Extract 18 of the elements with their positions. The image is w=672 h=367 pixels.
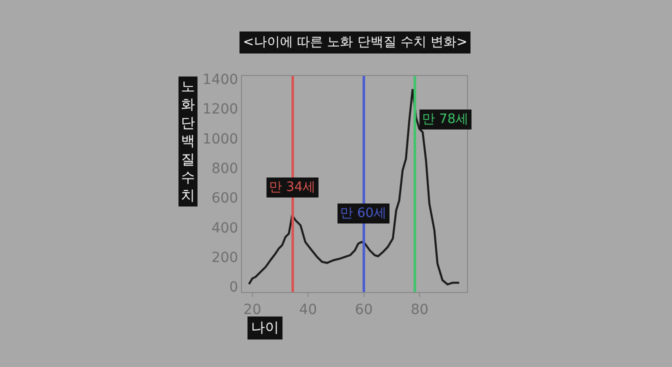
ref-line-label: 만 34세 xyxy=(269,180,316,195)
y-tick-label: 600 xyxy=(211,190,238,207)
y-tick-label: 200 xyxy=(211,250,238,266)
y-tick-label: 400 xyxy=(211,220,238,236)
x-axis-title: 나이 xyxy=(251,320,279,336)
x-tick-label: 80 xyxy=(410,302,429,318)
x-tick-label: 20 xyxy=(243,302,262,318)
y-axis-title: 노화 단백질 수치 xyxy=(181,79,195,204)
y-tick-label: 1400 xyxy=(202,72,238,88)
ref-line-label: 만 78세 xyxy=(422,112,469,127)
y-tick-label: 1000 xyxy=(202,131,238,148)
y-tick-label: 1200 xyxy=(202,102,238,118)
x-tick-label: 60 xyxy=(354,302,373,318)
ref-line-label: 만 60세 xyxy=(340,206,387,221)
y-tick-label: 800 xyxy=(211,160,238,177)
chart-title: <나이에 따른 노화 단백질 수치 변화> xyxy=(243,35,468,50)
y-tick-label: 0 xyxy=(229,280,238,296)
x-tick-label: 40 xyxy=(299,302,317,318)
